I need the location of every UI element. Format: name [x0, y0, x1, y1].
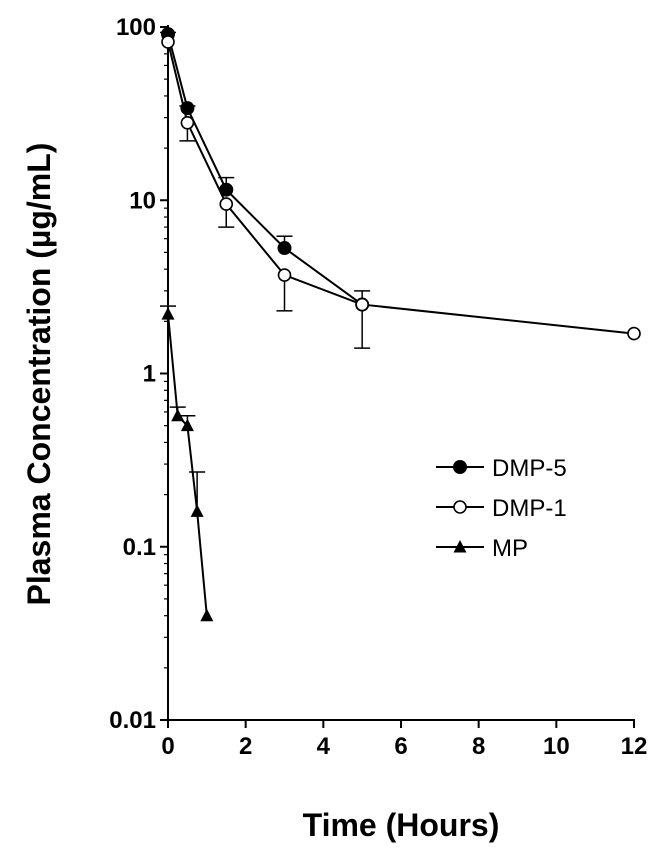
data-point	[190, 504, 204, 517]
x-tick-label: 0	[161, 733, 174, 760]
legend-label: MP	[492, 535, 528, 562]
series-layer	[160, 27, 641, 622]
legend-label: DMP-1	[492, 495, 567, 522]
y-tick-label: 0.01	[109, 707, 156, 734]
series-dmp-1	[161, 35, 641, 349]
legend-item-mp: MP	[436, 535, 528, 562]
x-tick-label: 2	[239, 733, 252, 760]
data-point	[161, 35, 175, 49]
data-point	[161, 307, 175, 320]
x-axis-title: Time (Hours)	[303, 807, 500, 843]
data-point	[219, 197, 234, 211]
legend-label: DMP-5	[492, 455, 567, 482]
legend: DMP-5 DMP-1 MP	[436, 455, 567, 562]
y-tick-label: 100	[116, 14, 156, 41]
legend-marker	[453, 540, 467, 553]
y-tick-label: 1	[143, 361, 156, 388]
x-tick-label: 8	[472, 733, 485, 760]
legend-marker	[453, 500, 467, 514]
data-point	[200, 608, 214, 622]
data-point	[171, 408, 185, 422]
data-point	[277, 241, 292, 256]
legend-item-dmp-5: DMP-5	[436, 455, 567, 482]
series-line	[167, 41, 635, 335]
x-ticks: 0 2 4 6 8 10 12	[161, 720, 647, 760]
data-point	[180, 115, 195, 130]
y-tick-label: 0.1	[123, 534, 156, 561]
x-tick-label: 6	[394, 733, 407, 760]
series-line	[167, 33, 363, 306]
y-tick-label: 10	[129, 187, 156, 214]
data-point	[627, 326, 641, 341]
data-point	[180, 418, 194, 432]
legend-marker	[453, 460, 467, 474]
series-line	[167, 314, 208, 616]
series-mp	[160, 305, 214, 622]
data-point	[355, 297, 369, 312]
data-point	[277, 268, 292, 282]
y-axis-title: Plasma Concentration (µg/mL)	[21, 143, 57, 606]
series-dmp-5	[160, 27, 371, 312]
x-tick-label: 4	[317, 733, 331, 760]
legend-item-dmp-1: DMP-1	[436, 495, 567, 522]
axes: 0 2 4 6 8 10 12 0.01 0.1 1 10 100	[109, 14, 647, 760]
y-ticks: 0.01 0.1 1 10 100	[109, 14, 168, 734]
x-tick-label: 12	[621, 733, 648, 760]
x-tick-label: 10	[543, 733, 570, 760]
